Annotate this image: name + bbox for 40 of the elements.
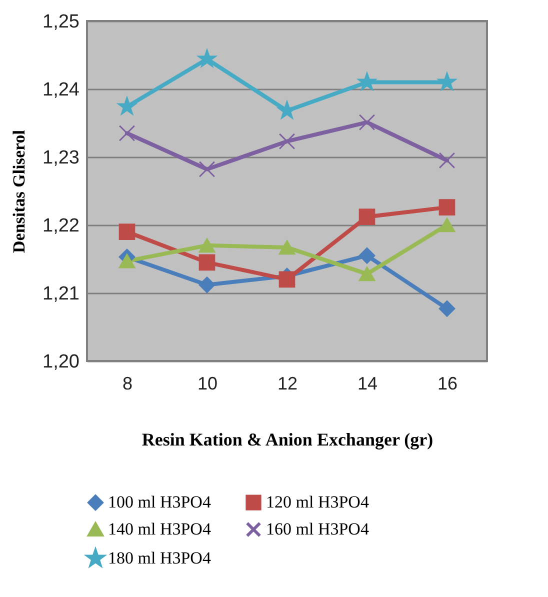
point bbox=[118, 254, 136, 268]
y-tick-label: 1,23 bbox=[42, 148, 80, 168]
y-tick-label: 1,22 bbox=[42, 216, 80, 236]
legend-label: 120 ml H3PO4 bbox=[266, 492, 370, 512]
x-tick-label: 8 bbox=[122, 374, 133, 394]
x-tick-label: 16 bbox=[437, 374, 458, 394]
point bbox=[198, 49, 216, 68]
y-tick-label: 1,21 bbox=[42, 284, 80, 304]
point bbox=[198, 254, 216, 271]
x-tick-label: 14 bbox=[357, 374, 378, 394]
point bbox=[118, 125, 136, 142]
point bbox=[438, 218, 456, 232]
point bbox=[358, 72, 376, 90]
point bbox=[198, 276, 216, 294]
point bbox=[278, 271, 296, 288]
y-tick-label: 1,20 bbox=[42, 352, 80, 372]
point bbox=[358, 247, 376, 264]
point bbox=[438, 152, 456, 169]
y-axis-title: Densitas Gliserol bbox=[10, 130, 29, 253]
point bbox=[198, 161, 216, 178]
y-tick-label: 1,24 bbox=[42, 80, 80, 100]
point bbox=[118, 224, 136, 240]
point bbox=[358, 266, 376, 282]
point bbox=[278, 240, 296, 255]
legend-label: 180 ml H3PO4 bbox=[108, 548, 212, 568]
point bbox=[278, 133, 296, 150]
legend-label: 100 ml H3PO4 bbox=[108, 492, 212, 512]
legend-label: 140 ml H3PO4 bbox=[108, 520, 212, 538]
x-tick-label: 12 bbox=[277, 374, 298, 394]
point bbox=[118, 97, 136, 115]
x-axis-title: Resin Kation & Anion Exchanger (gr) bbox=[142, 430, 434, 450]
point bbox=[438, 72, 456, 90]
point bbox=[358, 208, 376, 226]
point bbox=[438, 300, 456, 317]
point bbox=[438, 199, 456, 216]
x-tick-label: 10 bbox=[197, 374, 218, 394]
point bbox=[358, 114, 376, 130]
legend-label: 160 ml H3PO4 bbox=[266, 520, 370, 538]
point bbox=[198, 238, 216, 253]
y-tick-label: 1,25 bbox=[42, 12, 80, 32]
